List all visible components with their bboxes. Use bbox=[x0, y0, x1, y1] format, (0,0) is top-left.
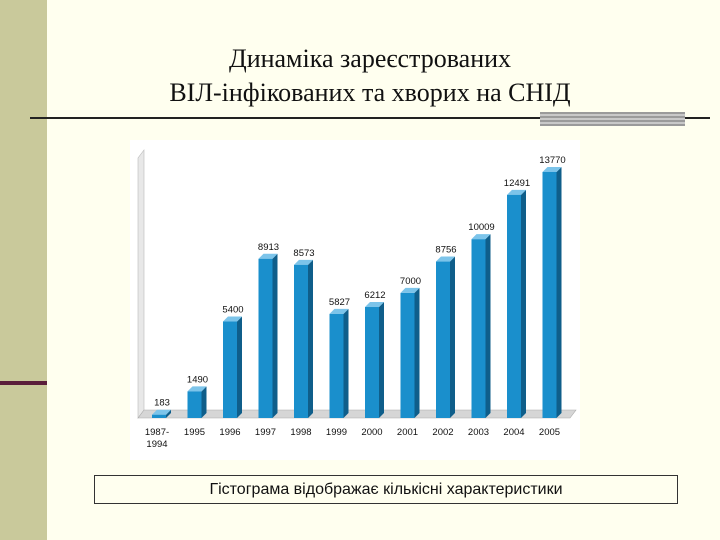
data-label: 8573 bbox=[293, 248, 314, 259]
bar-group bbox=[471, 234, 491, 418]
bar-side bbox=[414, 287, 420, 418]
x-tick-label: 2002 bbox=[432, 427, 453, 438]
bar-group bbox=[258, 253, 278, 418]
bar bbox=[436, 261, 450, 418]
x-tick-label: 2000 bbox=[361, 427, 382, 438]
bar-top bbox=[152, 409, 171, 415]
bar-top bbox=[294, 259, 313, 265]
bar bbox=[187, 391, 202, 418]
data-label: 1490 bbox=[187, 374, 208, 385]
chart-back-wall bbox=[137, 149, 145, 419]
bar-side bbox=[485, 234, 491, 418]
title-divider bbox=[30, 117, 710, 119]
data-label: 12491 bbox=[504, 178, 530, 189]
x-tick-label: 1994 bbox=[146, 439, 167, 450]
bar bbox=[471, 239, 486, 418]
bar-group bbox=[436, 256, 455, 418]
data-label: 13770 bbox=[539, 155, 565, 166]
bar-top bbox=[471, 234, 491, 240]
data-label: 10009 bbox=[468, 222, 494, 233]
bar bbox=[152, 414, 166, 418]
bar-top bbox=[507, 189, 526, 195]
bar-side bbox=[166, 409, 171, 418]
bar bbox=[223, 321, 237, 418]
data-label: 8756 bbox=[435, 245, 456, 256]
data-label: 5400 bbox=[222, 305, 243, 316]
bar bbox=[400, 292, 415, 418]
bar-group bbox=[542, 166, 562, 418]
bar-group bbox=[152, 409, 171, 418]
bar bbox=[507, 194, 521, 418]
title-line-1: Динаміка зареєстрованих bbox=[228, 44, 512, 73]
bar-group bbox=[507, 189, 526, 418]
bar-top bbox=[542, 166, 562, 172]
caption-box: Гістограма відображає кількісні характер… bbox=[94, 475, 678, 504]
x-tick-label: 1999 bbox=[326, 427, 347, 438]
bar-side bbox=[272, 253, 278, 418]
bar-top bbox=[400, 287, 420, 293]
x-tick-label: 1996 bbox=[219, 427, 240, 438]
title-line-2: ВІЛ-інфікованих та хворих на СНІД bbox=[169, 78, 571, 107]
bar-chart: 183 1987-1994 1490 1995 5400 1996 8913 1997 8573… bbox=[137, 149, 577, 450]
title-divider-accent bbox=[540, 112, 685, 126]
x-tick-label: 2003 bbox=[468, 427, 489, 438]
bar-group bbox=[223, 316, 242, 418]
bar-group bbox=[329, 308, 349, 418]
data-label: 183 bbox=[154, 398, 170, 409]
bar-group bbox=[400, 287, 420, 418]
bar bbox=[365, 307, 379, 418]
data-label: 5827 bbox=[329, 297, 350, 308]
bar bbox=[329, 313, 344, 418]
caption-text: Гістограма відображає кількісні характер… bbox=[209, 481, 563, 498]
bar-side bbox=[237, 316, 242, 418]
data-label: 6212 bbox=[364, 290, 385, 301]
data-label: 7000 bbox=[400, 276, 421, 287]
bar-side bbox=[308, 259, 313, 418]
slide-title: Динаміка зареєстрованих ВІЛ-інфікованих … bbox=[80, 42, 660, 110]
bar bbox=[294, 264, 308, 418]
bar-top bbox=[187, 386, 207, 392]
bar-side bbox=[521, 189, 526, 418]
chart-area: 183 1987- 1994 1490 1995 5400 1996 8913 1997 8573… bbox=[130, 140, 580, 460]
bar-group bbox=[187, 386, 207, 418]
bar-group bbox=[294, 259, 313, 418]
bar-top bbox=[329, 308, 349, 314]
x-tick-label: 2004 bbox=[503, 427, 524, 438]
x-tick-label: 1995 bbox=[184, 427, 205, 438]
bar-group bbox=[365, 302, 384, 418]
bar bbox=[542, 171, 557, 418]
bar bbox=[258, 258, 273, 418]
bar-side bbox=[450, 256, 455, 418]
x-tick-label: 2005 bbox=[539, 427, 560, 438]
bar-side bbox=[379, 302, 384, 418]
bar-top bbox=[436, 256, 455, 262]
bar-side bbox=[343, 308, 349, 418]
chart-floor bbox=[137, 409, 577, 419]
bar-top bbox=[365, 302, 384, 308]
bar-top bbox=[258, 253, 278, 259]
left-decor-band bbox=[0, 0, 47, 540]
bar-top bbox=[223, 316, 242, 322]
data-label: 8913 bbox=[258, 242, 279, 253]
left-accent-bar bbox=[0, 381, 47, 385]
bar-side bbox=[201, 386, 207, 418]
bar-side bbox=[556, 166, 562, 418]
x-tick-label: 1998 bbox=[290, 427, 311, 438]
x-tick-label: 2001 bbox=[397, 427, 418, 438]
x-tick-label: 1997 bbox=[255, 427, 276, 438]
x-tick-label: 1987- bbox=[145, 427, 169, 438]
